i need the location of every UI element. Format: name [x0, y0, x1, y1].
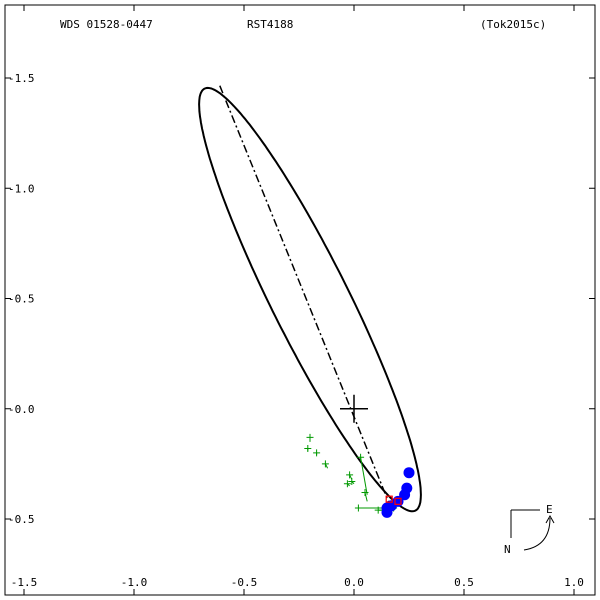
micrometer-point: [357, 453, 365, 461]
residual-line: [360, 457, 368, 495]
y-tick-label: -0.5: [8, 513, 35, 526]
y-tick-label: -1.5: [8, 72, 35, 85]
compass-arrow-arc: [523, 517, 551, 551]
micrometer-point: [348, 478, 356, 486]
micrometer-point: [361, 489, 369, 497]
residual-point: [394, 497, 402, 505]
x-tick-label: 1.0: [564, 576, 584, 589]
micrometer-point: [346, 471, 354, 479]
orbit-reference: (Tok2015c): [480, 18, 546, 31]
x-tick-label: 0.0: [344, 576, 364, 589]
compass-east-label: E: [546, 503, 553, 516]
x-tick-label: -1.5: [11, 576, 38, 589]
interferometric-point: [403, 467, 415, 479]
micrometer-point: [374, 506, 382, 514]
x-tick-label: -1.0: [121, 576, 148, 589]
micrometer-point: [343, 480, 351, 488]
orbit-ellipse: [198, 86, 422, 513]
compass-north-label: N: [504, 543, 511, 556]
x-tick-label: 0.5: [454, 576, 474, 589]
residual-point: [385, 495, 393, 503]
plot-frame: [4, 4, 596, 596]
x-axis-ticks: -1.5 -1.0 -0.5 0.0 0.5 1.0: [11, 5, 584, 595]
wds-designation: WDS 01528-0447: [60, 18, 153, 31]
y-tick-label: -1.0: [8, 182, 35, 195]
y-tick-label: -0.5: [8, 293, 35, 306]
compass: E N: [504, 503, 555, 556]
micrometer-point: [354, 504, 362, 512]
compass-arrow-head: [545, 514, 555, 524]
compass-axes: [510, 509, 540, 538]
discoverer-code: RST4188: [247, 18, 293, 31]
micrometer-point: [313, 449, 321, 457]
observation-marks: [304, 433, 415, 518]
interferometric-point: [381, 506, 393, 518]
line-of-nodes: [219, 85, 390, 504]
micrometer-point: [321, 460, 329, 468]
micrometer-point: [306, 433, 314, 441]
orbit-layer: [198, 85, 422, 513]
micrometer-point: [304, 444, 312, 452]
x-tick-label: -0.5: [231, 576, 258, 589]
y-tick-label: -0.0: [8, 403, 35, 416]
y-axis-ticks: -1.5 -1.0 -0.5 -0.0 -0.5: [5, 72, 595, 526]
